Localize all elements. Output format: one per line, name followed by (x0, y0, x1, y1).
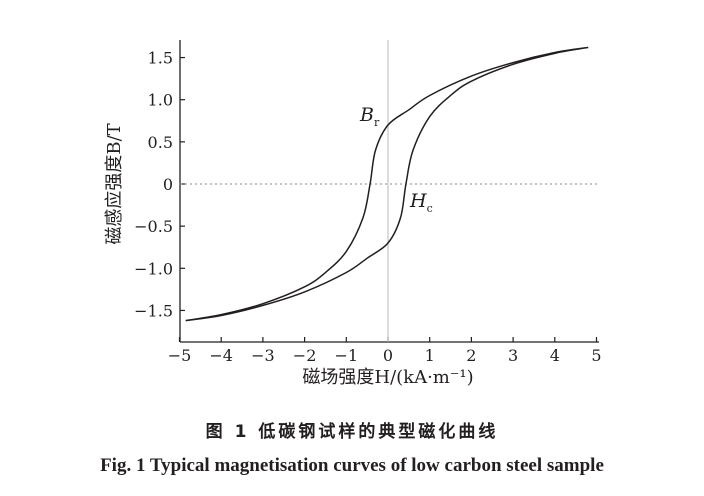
reference-lines (180, 40, 599, 342)
figure-caption-chinese: 图 1 低碳钢试样的典型磁化曲线 (205, 422, 499, 442)
annotations: Br Hc (359, 104, 433, 215)
x-tick-label: 5 (591, 346, 601, 365)
descending-branch-curve (185, 46, 589, 322)
y-axis-label: 磁感应强度B/T (104, 123, 125, 244)
x-tick-label: 4 (550, 346, 560, 365)
x-tick-label: −2 (293, 346, 317, 365)
annotation-br: Br (359, 104, 380, 129)
ascending-branch-curve (185, 46, 589, 322)
annotation-hc: Hc (409, 190, 433, 215)
y-tick-label: −0.5 (134, 217, 173, 236)
axes (178, 40, 599, 343)
x-tick-label: −1 (335, 346, 359, 365)
hysteresis-curves (185, 46, 589, 322)
tick-labels: −5 −4 −3 −2 −1 0 1 2 3 4 5 −1.5 −1.0 −0.5 0 0.5 1.0 1.5 (134, 49, 601, 365)
x-tick-label: 1 (425, 346, 435, 365)
y-tick-label: 1.0 (148, 91, 173, 110)
y-tick-label: −1.0 (134, 259, 173, 278)
y-tick-label: 0 (163, 175, 173, 194)
axis-labels: 磁场强度H/(kA·m⁻¹) 磁感应强度B/T (104, 123, 474, 388)
x-tick-label: −5 (168, 346, 192, 365)
x-tick-label: −4 (209, 346, 233, 365)
y-tick-label: 1.5 (148, 49, 173, 68)
y-tick-label: −1.5 (134, 301, 173, 320)
x-tick-label: 0 (383, 346, 393, 365)
x-tick-label: 2 (466, 346, 476, 365)
y-tick-label: 0.5 (148, 133, 173, 152)
hysteresis-chart: −5 −4 −3 −2 −1 0 1 2 3 4 5 −1.5 −1.0 −0.5 0 0.5 1.0 1.5 磁… (104, 40, 602, 388)
figure-caption-english: Fig. 1 Typical magnetisation curves of l… (100, 455, 604, 476)
x-tick-label: 3 (508, 346, 518, 365)
x-tick-label: −3 (251, 346, 275, 365)
x-axis-label: 磁场强度H/(kA·m⁻¹) (302, 367, 473, 388)
